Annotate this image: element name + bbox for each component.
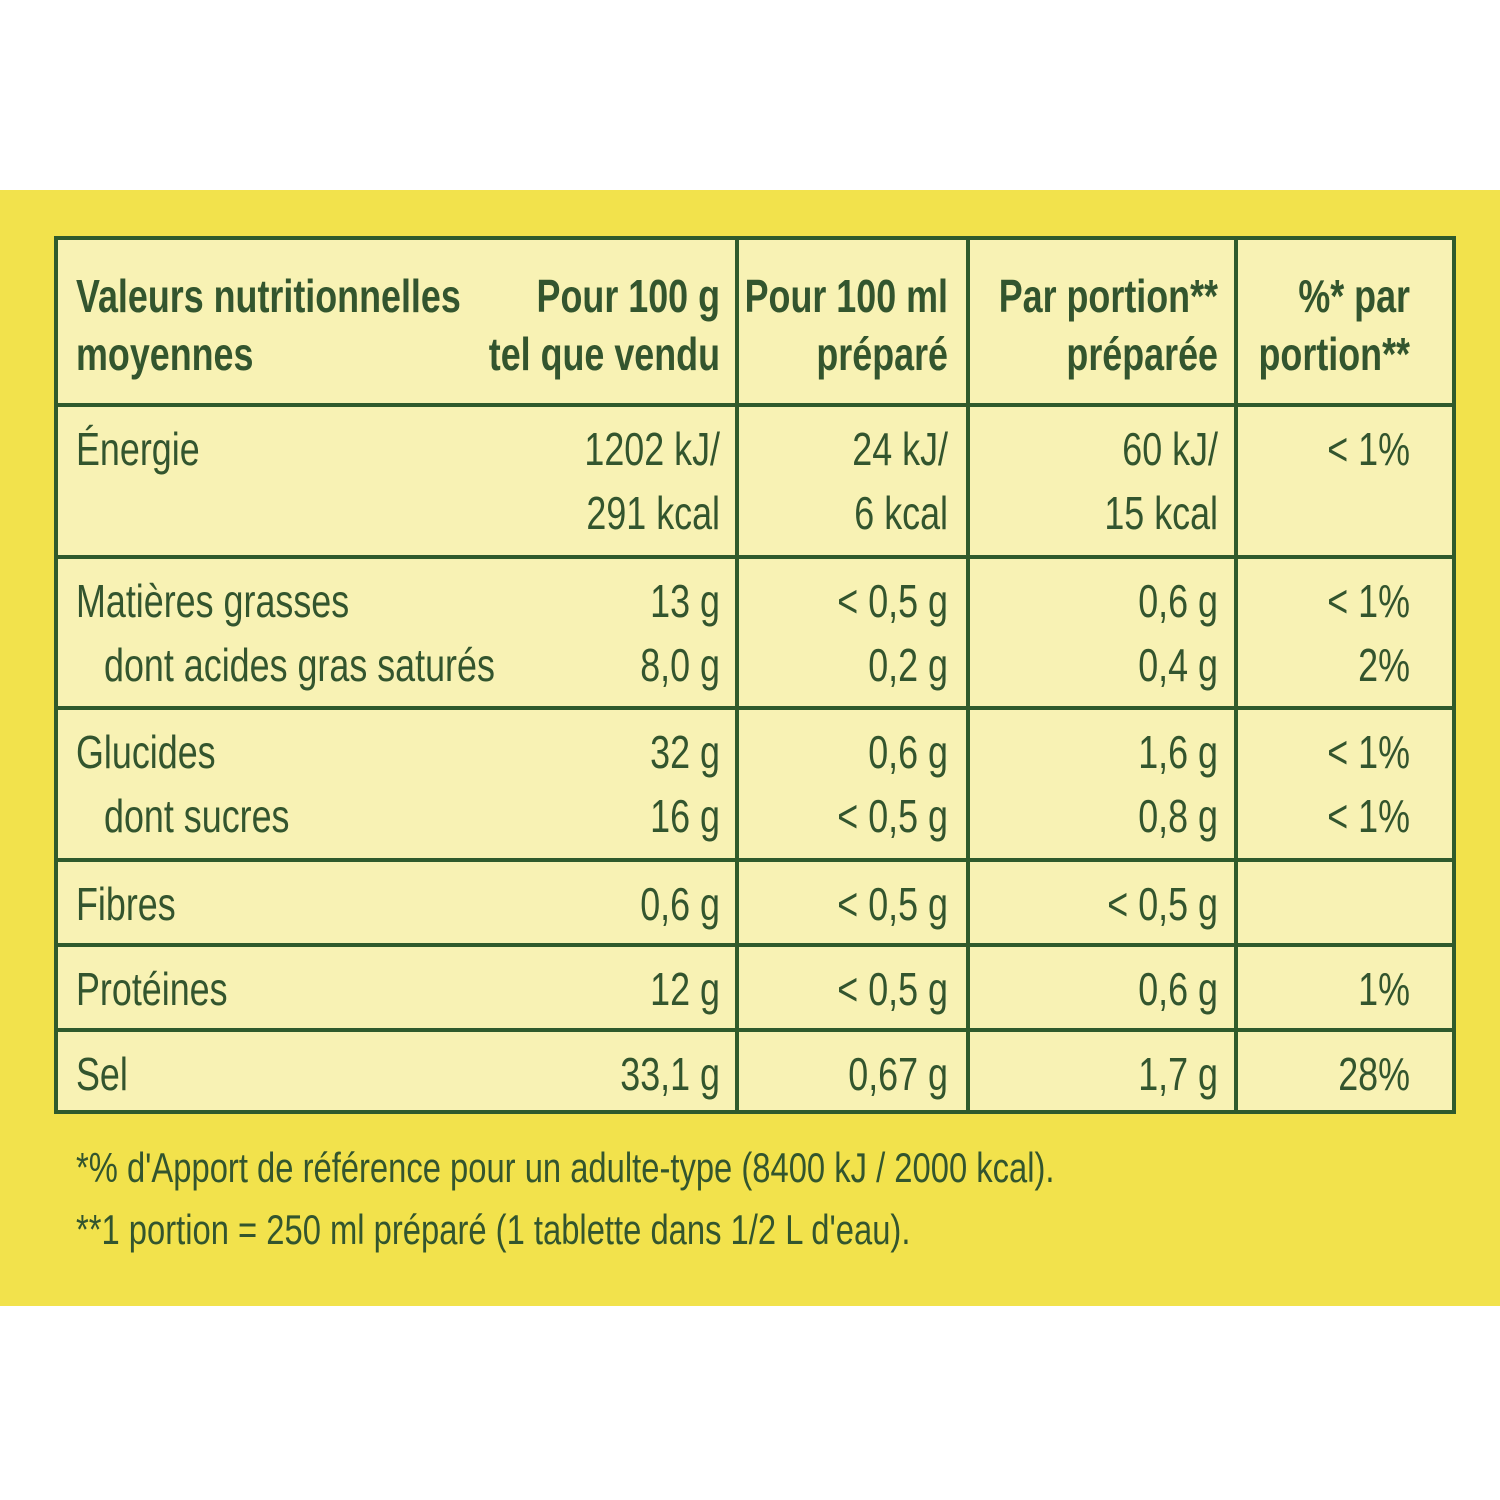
nutrient-label: Matières grasses — [76, 576, 349, 627]
nutrient-value: < 1% — [1327, 727, 1410, 778]
nutrient-label: Sel — [76, 1049, 128, 1100]
nutrient-value: 16 g — [650, 791, 720, 842]
table-grid — [56, 238, 1454, 1112]
nutrient-value: 13 g — [650, 576, 720, 627]
nutrient-value: 6 kcal — [854, 488, 948, 539]
nutrient-value: 0,6 g — [1138, 964, 1218, 1015]
nutrient-value: 12 g — [650, 964, 720, 1015]
nutrient-value: 2% — [1358, 640, 1410, 691]
nutrient-value: < 1% — [1327, 424, 1410, 475]
nutrient-value: < 0,5 g — [837, 964, 948, 1015]
table-frame — [54, 236, 1456, 1114]
header-cell: préparée — [1066, 329, 1218, 380]
nutrient-value: 0,4 g — [1138, 640, 1218, 691]
nutrient-value: < 0,5 g — [1107, 879, 1218, 930]
nutrient-value: 1,6 g — [1138, 727, 1218, 778]
nutrient-value: < 1% — [1327, 576, 1410, 627]
nutrient-value: 291 kcal — [586, 488, 720, 539]
nutrient-value: 32 g — [650, 727, 720, 778]
nutrient-value: < 0,5 g — [837, 879, 948, 930]
footnote: *% d'Apport de référence pour un adulte-… — [76, 1144, 1055, 1191]
nutrient-value: 33,1 g — [620, 1049, 720, 1100]
nutrient-value: 1,7 g — [1138, 1049, 1218, 1100]
nutrient-value: 1202 kJ/ — [584, 424, 720, 475]
nutrient-label: dont acides gras saturés — [104, 640, 495, 691]
nutrient-value: 0,67 g — [848, 1049, 948, 1100]
header-cell: portion** — [1259, 329, 1411, 380]
header-cell: %* par — [1298, 271, 1410, 322]
header-cell: préparé — [816, 329, 948, 380]
nutrient-value: 24 kJ/ — [852, 424, 948, 475]
content: Valeurs nutritionnelles moyennes Pour 100 … — [76, 271, 1411, 1253]
nutrient-label: dont sucres — [104, 791, 289, 842]
nutrient-label: Fibres — [76, 879, 176, 930]
nutrient-value: < 0,5 g — [837, 576, 948, 627]
header-cell: tel que vendu — [489, 329, 720, 380]
nutrient-value: 8,0 g — [640, 640, 720, 691]
header-cell: Par portion** — [999, 271, 1219, 322]
nutrient-label: Protéines — [76, 964, 228, 1015]
nutrient-value: 28% — [1338, 1049, 1410, 1100]
nutrient-value: 1% — [1358, 964, 1410, 1015]
nutrient-value: 0,8 g — [1138, 791, 1218, 842]
nutrient-value: < 0,5 g — [837, 791, 948, 842]
header-cell: Pour 100 ml — [745, 271, 948, 322]
nutrient-value: < 1% — [1327, 791, 1410, 842]
nutrient-value: 0,6 g — [868, 727, 948, 778]
header-cell: Valeurs nutritionnelles — [76, 271, 461, 322]
header-cell: moyennes — [76, 329, 253, 380]
nutrient-value: 0,6 g — [1138, 576, 1218, 627]
nutrient-value: 0,2 g — [868, 640, 948, 691]
nutrient-value: 0,6 g — [640, 879, 720, 930]
nutrient-label: Énergie — [76, 424, 200, 475]
nutrient-label: Glucides — [76, 727, 216, 778]
nutrient-value: 60 kJ/ — [1122, 424, 1218, 475]
nutrient-value: 15 kcal — [1104, 488, 1218, 539]
header-cell: Pour 100 g — [537, 271, 720, 322]
footnote: **1 portion = 250 ml préparé (1 tablette… — [76, 1206, 910, 1253]
